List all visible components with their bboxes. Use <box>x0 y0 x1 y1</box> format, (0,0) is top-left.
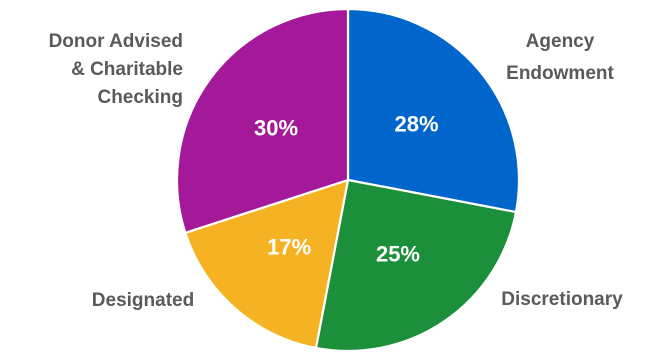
category-label-discretionary: Discretionary <box>501 289 623 310</box>
slice-percent-designated: 17% <box>267 235 311 260</box>
category-label-line: & Charitable <box>71 59 183 80</box>
category-labels: Agency Endowment Discretionary Designated Do… <box>49 31 624 311</box>
category-label-donor-advised-and-charitable-checking: Donor Advised & Charitable Checking <box>49 31 183 108</box>
pie-slice-agency-endowment <box>346 7 521 214</box>
category-label-line: Checking <box>97 87 183 108</box>
slice-percent-discretionary: 25% <box>376 242 420 267</box>
category-label-designated: Designated <box>92 290 194 311</box>
category-label-line: Designated <box>92 290 194 311</box>
category-label-line: Agency <box>526 31 595 52</box>
pie-slice-donor-advised-and-charitable-checking <box>175 7 350 234</box>
slices-layer <box>175 7 521 353</box>
category-label-line: Endowment <box>506 63 614 84</box>
slice-percent-agency-endowment: 28% <box>394 111 438 136</box>
percentage-labels: 28% 25% 17% 30% <box>254 111 438 266</box>
pie-slice-designated <box>184 178 350 350</box>
category-label-line: Discretionary <box>501 289 623 310</box>
slice-percent-donor-advised-and-charitable-checking: 30% <box>254 116 298 141</box>
category-label-agency-endowment: Agency Endowment <box>506 31 614 84</box>
category-label-line: Donor Advised <box>49 31 183 52</box>
